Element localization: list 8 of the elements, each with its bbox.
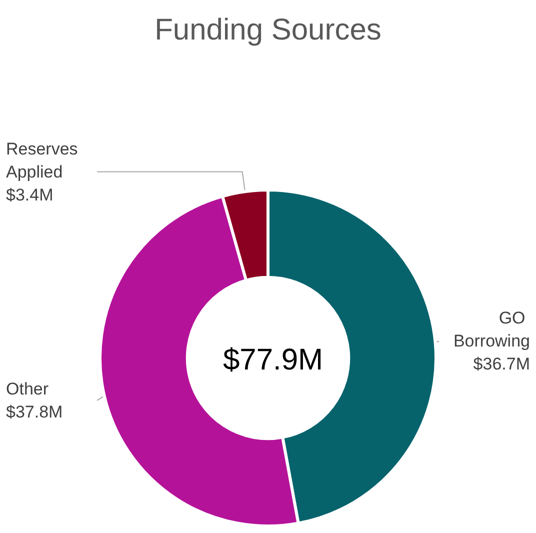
slice-label: GO Borrowing [453,308,530,350]
slice-label: Reserves Applied [6,139,83,182]
data-label: $3.4M [6,185,54,204]
data-label: $37.8M [6,402,63,422]
slice-label: Other [6,379,49,398]
chart-title: Funding Sources [154,14,382,46]
text: $77.9M [222,344,324,376]
data-label: $36.7M [473,354,530,374]
